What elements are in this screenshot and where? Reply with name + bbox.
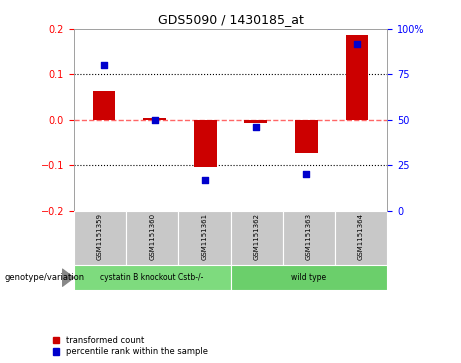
Bar [244,120,267,123]
Text: GSM1151359: GSM1151359 [97,213,103,260]
Point [151,117,158,123]
Point [353,41,361,46]
Point [252,124,260,130]
Bar [74,265,230,290]
Bar [143,118,166,120]
Bar [178,211,230,265]
Text: genotype/variation: genotype/variation [5,273,85,282]
Bar [335,211,387,265]
Bar [93,91,115,120]
Text: cystatin B knockout Cstb-/-: cystatin B knockout Cstb-/- [100,273,204,282]
Bar [230,211,283,265]
Point [201,177,209,183]
Bar [295,120,318,153]
Bar [283,211,335,265]
Text: GSM1151362: GSM1151362 [254,213,260,260]
Text: GSM1151361: GSM1151361 [201,213,207,260]
Bar [74,211,126,265]
Legend: transformed count, percentile rank within the sample: transformed count, percentile rank withi… [50,333,211,359]
Polygon shape [62,269,74,286]
Point [100,62,108,68]
Text: GSM1151364: GSM1151364 [358,213,364,260]
Point [303,171,310,177]
Text: wild type: wild type [291,273,326,282]
Bar [346,35,368,120]
Bar [194,120,217,167]
Text: GSM1151363: GSM1151363 [306,213,312,260]
Bar [230,265,387,290]
Bar [126,211,178,265]
Title: GDS5090 / 1430185_at: GDS5090 / 1430185_at [158,13,303,26]
Text: GSM1151360: GSM1151360 [149,213,155,260]
